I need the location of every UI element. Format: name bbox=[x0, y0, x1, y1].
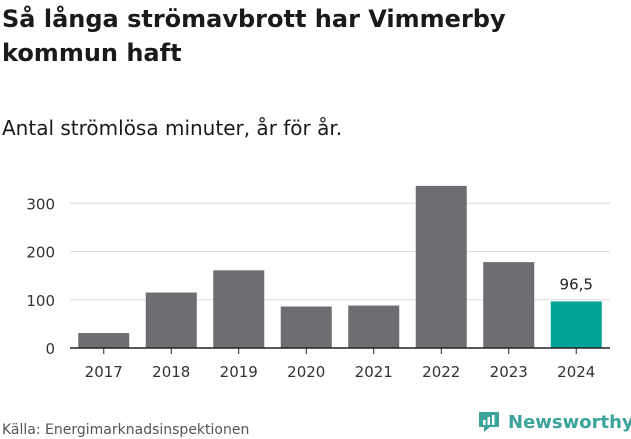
x-tick-label: 2024 bbox=[557, 363, 595, 381]
x-tick-label: 2023 bbox=[490, 363, 528, 381]
bar-2024 bbox=[550, 301, 602, 348]
bar-2022 bbox=[415, 185, 467, 348]
source-note: Källa: Energimarknadsinspektionen bbox=[2, 422, 250, 438]
y-tick-label: 0 bbox=[45, 340, 55, 358]
bar-2020 bbox=[280, 306, 332, 348]
bar-2017 bbox=[78, 333, 130, 348]
bar-2021 bbox=[348, 305, 400, 348]
brand-logo: Newsworthy bbox=[476, 407, 631, 437]
data-label: 96,5 bbox=[560, 275, 593, 293]
x-tick-label: 2018 bbox=[152, 363, 190, 381]
chart-subtitle: Antal strömlösa minuter, år för år. bbox=[2, 116, 343, 140]
bar-2023 bbox=[483, 262, 535, 348]
x-tick-label: 2022 bbox=[422, 363, 460, 381]
x-tick-label: 2019 bbox=[220, 363, 258, 381]
x-tick-label: 2021 bbox=[355, 363, 393, 381]
brand-name: Newsworthy bbox=[508, 411, 631, 433]
y-tick-label: 200 bbox=[26, 244, 55, 262]
newsworthy-logo-icon bbox=[479, 412, 499, 432]
x-tick-label: 2017 bbox=[85, 363, 123, 381]
bar-2019 bbox=[213, 270, 265, 348]
y-tick-label: 100 bbox=[26, 292, 55, 310]
y-tick-label: 300 bbox=[26, 195, 55, 213]
bar-2018 bbox=[145, 292, 197, 348]
x-tick-label: 2020 bbox=[287, 363, 325, 381]
chart-title: Så långa strömavbrott har Vimmerby kommu… bbox=[2, 5, 506, 67]
